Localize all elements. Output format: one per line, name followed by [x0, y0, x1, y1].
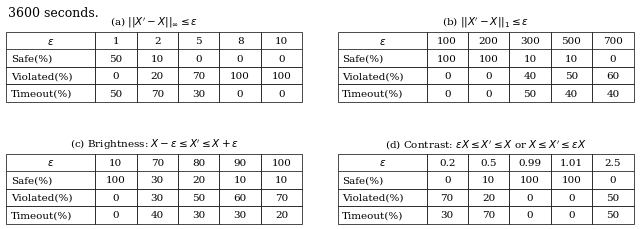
Title: (c) Brightness: $X - \epsilon \leq X^{\prime} \leq X + \epsilon$: (c) Brightness: $X - \epsilon \leq X^{\p… — [70, 137, 239, 151]
Title: (b) $||X^{\prime} - X||_{1} \leq \epsilon$: (b) $||X^{\prime} - X||_{1} \leq \epsilo… — [442, 15, 529, 30]
Title: (a) $||X^{\prime} - X||_{\infty} \leq \epsilon$: (a) $||X^{\prime} - X||_{\infty} \leq \e… — [110, 15, 198, 30]
Text: 3600 seconds.: 3600 seconds. — [8, 7, 99, 20]
Title: (d) Contrast: $\epsilon X \leq X^{\prime} \leq X$ or $X \leq X^{\prime} \leq \ep: (d) Contrast: $\epsilon X \leq X^{\prime… — [385, 138, 586, 151]
